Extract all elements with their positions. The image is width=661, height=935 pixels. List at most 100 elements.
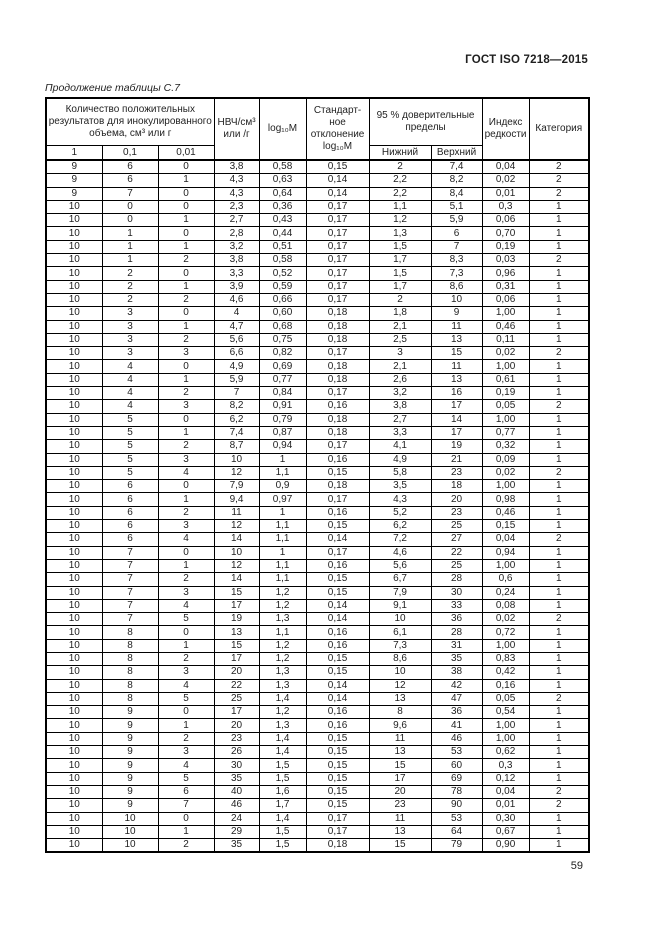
table-cell: 0,82 (258, 346, 307, 361)
table-cell: 60 (430, 758, 483, 773)
table-cell: 0,17 (305, 386, 370, 401)
table-cell: 0,17 (305, 811, 370, 826)
page-number: 59 (570, 860, 583, 872)
table-cell: 5 (101, 465, 159, 481)
table-row: 10 0 1 2,7 0,43 0,17 1,2 5,9 0,06 1 (45, 213, 590, 228)
table-cell: 0,15 (305, 159, 370, 175)
table-cell: 4,1 (368, 439, 432, 454)
table-cell: 0,16 (305, 558, 370, 574)
subheader-volume-0-1: 0,1 (101, 145, 159, 161)
table-cell: 6 (101, 479, 159, 494)
table-cell: 1 (528, 226, 590, 241)
table-cell: 0,17 (305, 226, 370, 241)
table-cell: 2 (157, 505, 215, 521)
table-cell: 1,00 (481, 359, 530, 374)
table-cell: 10 (45, 226, 103, 241)
table-cell: 0 (101, 213, 159, 228)
table-cell: 15 (213, 585, 260, 600)
table-cell: 8 (101, 625, 159, 640)
table-cell: 4 (101, 372, 159, 388)
table-cell: 2,6 (368, 372, 432, 388)
table-cell: 33 (430, 598, 483, 614)
table-cell: 0,18 (305, 372, 370, 388)
table-cell: 2 (528, 612, 590, 627)
table-row: 10 5 2 8,7 0,94 0,17 4,1 19 0,32 1 (45, 439, 590, 454)
table-cell: 10 (368, 665, 432, 680)
table-cell: 10 (45, 758, 103, 773)
table-cell: 10 (368, 612, 432, 627)
table-cell: 1,1 (258, 532, 307, 547)
table-cell: 2 (528, 691, 590, 707)
table-cell: 17 (213, 651, 260, 667)
table-cell: 2 (528, 465, 590, 481)
table-cell: 1,2 (258, 585, 307, 600)
table-cell: 0,77 (481, 425, 530, 441)
table-cell: 0,97 (258, 492, 307, 507)
table-cell: 9 (101, 731, 159, 747)
table-cell: 31 (430, 638, 483, 653)
table-cell: 1 (528, 372, 590, 388)
table-cell: 0,64 (258, 186, 307, 201)
table-cell: 1 (528, 731, 590, 747)
table-cell: 17 (368, 771, 432, 786)
table-cell: 1,00 (481, 558, 530, 574)
table-cell: 10 (45, 811, 103, 826)
table-cell: 10 (45, 798, 103, 813)
table-cell: 0,87 (258, 425, 307, 441)
table-cell: 1 (528, 292, 590, 308)
table-cell: 1,1 (258, 519, 307, 534)
table-cell: 9 (101, 798, 159, 813)
table-cell: 4,6 (368, 545, 432, 560)
table-cell: 10 (45, 346, 103, 361)
table-row: 10 1 0 2,8 0,44 0,17 1,3 6 0,70 1 (45, 226, 590, 241)
table-cell: 3 (157, 346, 215, 361)
table-cell: 2,7 (213, 213, 260, 228)
table-cell: 1 (528, 771, 590, 786)
table-cell: 10 (45, 731, 103, 747)
table-cell: 29 (213, 824, 260, 840)
table-cell: 10 (45, 625, 103, 640)
table-cell: 1,00 (481, 412, 530, 427)
table-cell: 1 (528, 359, 590, 374)
table-cell: 1 (528, 824, 590, 840)
table-cell: 78 (430, 784, 483, 800)
table-cell: 1 (528, 572, 590, 587)
table-cell: 20 (213, 665, 260, 680)
table-cell: 0,01 (481, 186, 530, 201)
table-cell: 1 (528, 585, 590, 600)
table-caption: Продолжение таблицы С.7 (45, 82, 180, 94)
table-cell: 1,3 (258, 665, 307, 680)
table-cell: 64 (430, 824, 483, 840)
table-cell: 7,4 (430, 159, 483, 175)
table-cell: 0,15 (305, 572, 370, 587)
table-cell: 3,3 (368, 425, 432, 441)
table-cell: 1 (528, 811, 590, 826)
table-cell: 0,04 (481, 532, 530, 547)
table-cell: 9 (45, 173, 103, 188)
table-cell: 2 (101, 292, 159, 308)
table-row: 10 8 5 25 1,4 0,14 13 47 0,05 2 (45, 691, 590, 707)
table-cell: 2 (157, 386, 215, 401)
table-cell: 1,3 (368, 226, 432, 241)
table-row: 10 9 6 40 1,6 0,15 20 78 0,04 2 (45, 784, 590, 800)
table-cell: 1 (528, 505, 590, 521)
table-cell: 8 (101, 651, 159, 667)
table-cell: 1 (528, 745, 590, 760)
table-cell: 0,15 (305, 519, 370, 534)
table-cell: 17 (213, 598, 260, 614)
table-cell: 19 (213, 612, 260, 627)
table-cell: 0,67 (481, 824, 530, 840)
table-cell: 4 (157, 532, 215, 547)
table-cell: 0,17 (305, 266, 370, 281)
table-cell: 2 (528, 798, 590, 813)
table-cell: 53 (430, 745, 483, 760)
table-cell: 3,3 (213, 266, 260, 281)
table-cell: 0,17 (305, 346, 370, 361)
table-cell: 0,18 (305, 479, 370, 494)
table-cell: 2 (157, 253, 215, 268)
table-cell: 0 (101, 199, 159, 215)
table-cell: 13 (368, 824, 432, 840)
table-cell: 4 (157, 465, 215, 481)
table-cell: 15 (368, 838, 432, 853)
table-cell: 6 (157, 784, 215, 800)
